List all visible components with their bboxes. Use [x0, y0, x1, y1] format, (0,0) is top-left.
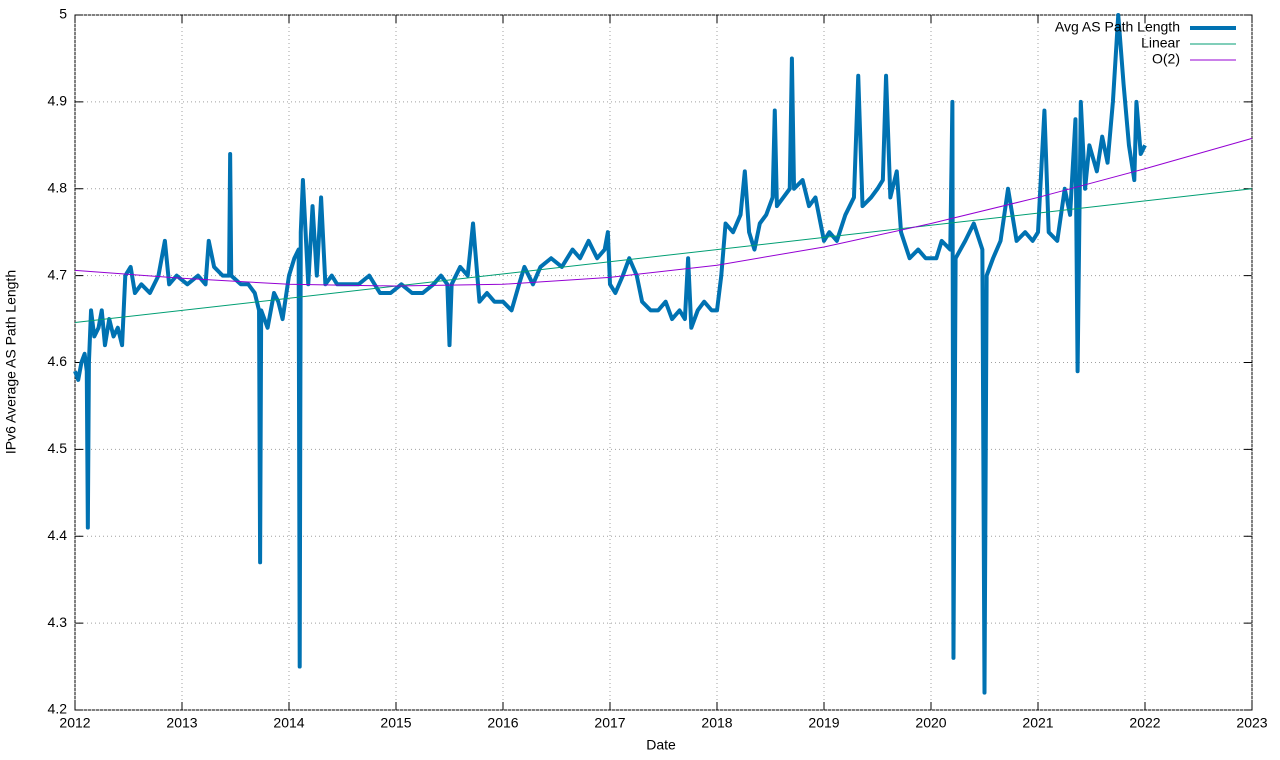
y-tick-label: 4.8 [48, 179, 68, 195]
y-axis-label: IPv6 Average AS Path Length [3, 270, 19, 454]
x-tick-label: 2021 [1022, 715, 1053, 731]
y-tick-label: 4.2 [48, 701, 68, 717]
x-tick-label: 2023 [1236, 715, 1267, 731]
data-line [74, 188, 1253, 324]
x-axis-label: Date [646, 737, 676, 753]
x-tick-label: 2012 [59, 715, 90, 731]
legend-label: O(2) [1152, 51, 1180, 67]
x-tick-label: 2014 [273, 715, 304, 731]
data-line [73, 13, 1147, 695]
y-tick-label: 4.3 [48, 614, 68, 630]
y-tick-label: 4.4 [48, 527, 68, 543]
x-tick-label: 2022 [1129, 715, 1160, 731]
y-tick-label: 5 [59, 6, 67, 22]
x-tick-label: 2019 [808, 715, 839, 731]
y-tick-label: 4.9 [48, 93, 68, 109]
legend-label: Linear [1141, 35, 1180, 51]
y-tick-label: 4.6 [48, 353, 68, 369]
y-tick-label: 4.7 [48, 266, 68, 282]
x-tick-label: 2016 [487, 715, 518, 731]
x-tick-label: 2020 [915, 715, 946, 731]
x-tick-label: 2017 [594, 715, 625, 731]
x-tick-label: 2013 [166, 715, 197, 731]
x-tick-label: 2018 [701, 715, 732, 731]
data-line [74, 137, 1253, 287]
legend-label: Avg AS Path Length [1055, 19, 1180, 35]
y-tick-label: 4.5 [48, 440, 68, 456]
x-tick-label: 2015 [380, 715, 411, 731]
